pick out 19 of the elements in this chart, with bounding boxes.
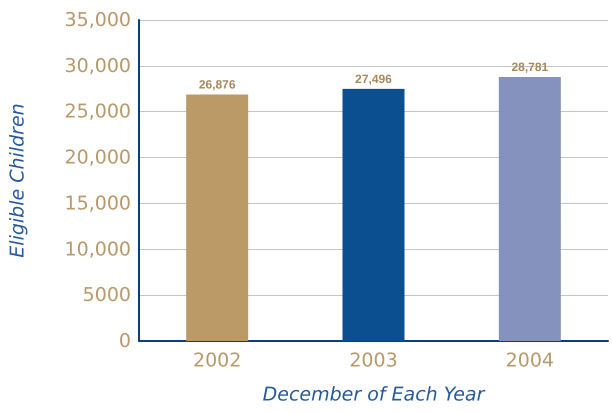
bar (186, 94, 248, 341)
bar (498, 77, 561, 341)
y-tick-label: 30,000 (64, 54, 131, 77)
data-label: 26,876 (198, 78, 236, 92)
y-axis-title: Eligible Children (6, 103, 28, 258)
x-axis-title: December of Each Year (262, 384, 486, 406)
y-tick-label: 35,000 (64, 9, 131, 31)
x-tick-label: 2003 (349, 350, 398, 372)
x-tick-label: 2004 (506, 350, 554, 372)
bar (342, 88, 404, 341)
y-tick-label: 10,000 (64, 238, 131, 260)
x-tick-label: 2002 (192, 350, 242, 372)
y-tick-label: 5000 (82, 284, 131, 306)
y-tick-label: 25,000 (64, 100, 131, 123)
data-label: 27,496 (355, 72, 392, 86)
y-tick-label: 15,000 (64, 192, 131, 214)
data-label: 28,781 (511, 60, 549, 74)
y-tick-label: 0 (118, 330, 131, 352)
y-tick-label: 20,000 (64, 146, 131, 169)
